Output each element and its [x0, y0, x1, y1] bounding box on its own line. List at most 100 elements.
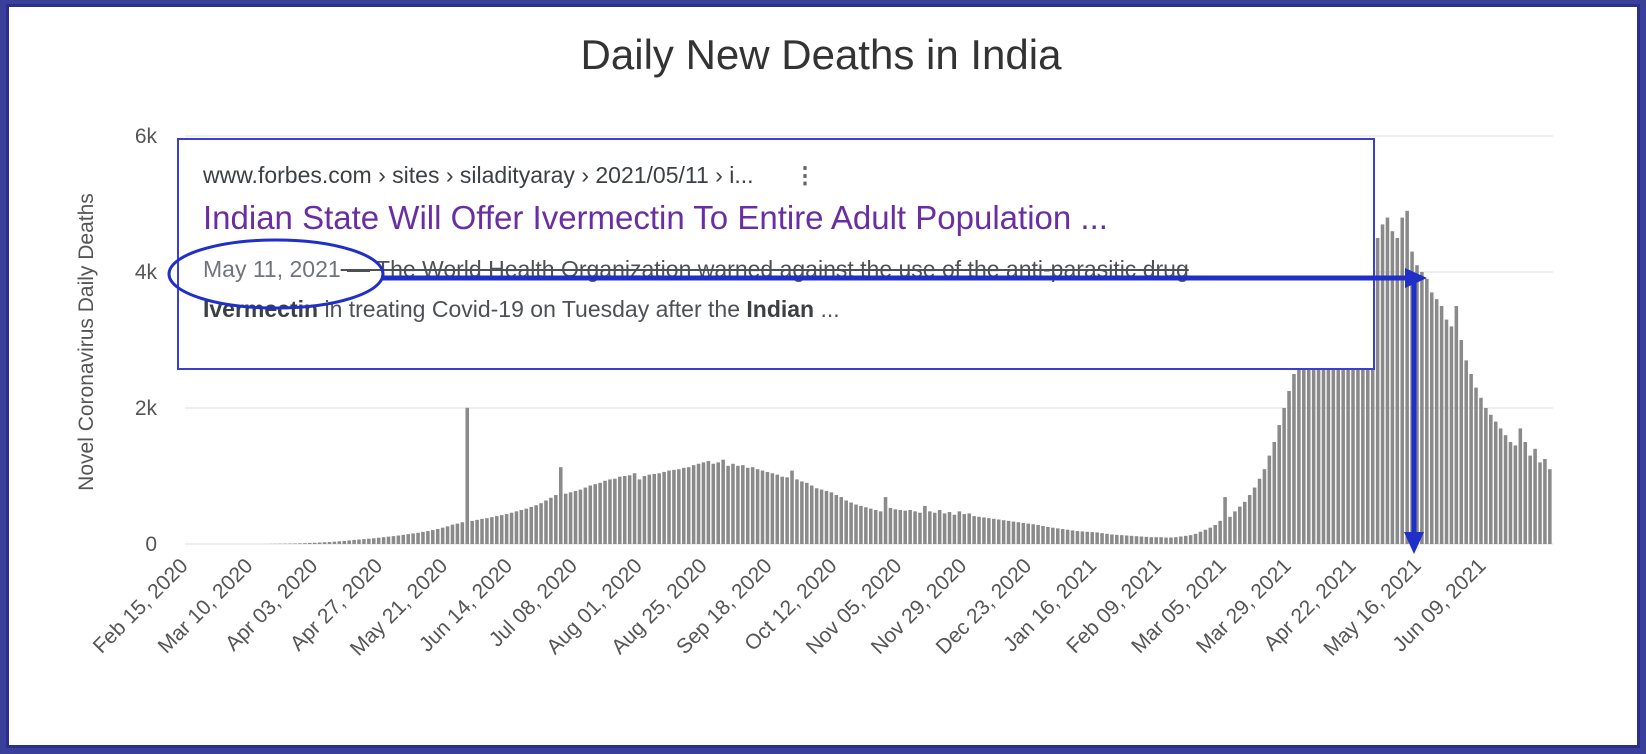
search-result-card[interactable]: www.forbes.com › sites › siladityaray › …	[177, 138, 1375, 370]
bar	[603, 480, 607, 544]
bar	[1366, 224, 1370, 544]
bar	[1493, 421, 1498, 544]
bar	[367, 538, 371, 544]
bar	[834, 495, 839, 544]
bar	[765, 471, 770, 544]
bar	[701, 462, 706, 544]
bar	[859, 505, 863, 544]
bar	[745, 467, 750, 544]
result-url-text[interactable]: www.forbes.com › sites › siladityaray › …	[203, 162, 754, 188]
bar	[1434, 299, 1439, 544]
bar	[583, 487, 588, 544]
bar	[1070, 530, 1075, 544]
bar	[371, 538, 376, 544]
bar	[1370, 231, 1375, 544]
bar	[864, 507, 868, 544]
bar	[731, 463, 735, 544]
bar	[1124, 535, 1129, 544]
bar	[1292, 374, 1296, 544]
chart-frame: Daily New Deaths in India Novel Coronavi…	[6, 4, 1640, 748]
bar	[1548, 469, 1552, 544]
search-result-url[interactable]: www.forbes.com › sites › siladityaray › …	[203, 162, 1373, 189]
bar	[1144, 536, 1149, 544]
bar	[495, 516, 499, 544]
bar	[1410, 251, 1414, 544]
bar	[1326, 278, 1331, 544]
bar	[711, 463, 716, 544]
bar	[750, 467, 755, 544]
bar	[1518, 428, 1523, 544]
bar	[1218, 520, 1222, 544]
y-tick-label: 4k	[135, 261, 158, 284]
bar	[1233, 511, 1237, 544]
bar	[1454, 306, 1459, 544]
bar	[775, 474, 780, 544]
bar	[642, 476, 647, 544]
bar	[1528, 455, 1532, 544]
bar	[755, 469, 760, 544]
bar	[1228, 516, 1232, 544]
y-ticks: 0 2k 4k 6k	[135, 125, 158, 556]
bar	[657, 473, 661, 544]
bar	[411, 533, 415, 544]
bar	[1375, 238, 1380, 544]
bar	[1331, 265, 1336, 544]
bar	[849, 502, 853, 544]
bar	[1149, 537, 1154, 544]
bar	[1390, 231, 1395, 544]
bar	[716, 462, 720, 544]
y-axis-label: Novel Coronavirus Daily Deaths	[75, 193, 98, 491]
y-tick-label: 6k	[135, 125, 158, 148]
bar	[416, 532, 420, 544]
bar	[706, 461, 711, 544]
bar	[475, 519, 479, 544]
bar	[549, 497, 553, 544]
bar	[431, 530, 435, 544]
bar	[509, 512, 514, 544]
bar	[1380, 224, 1385, 544]
bar	[1272, 442, 1277, 544]
bar	[947, 512, 952, 544]
bar	[1036, 524, 1040, 544]
bar	[1336, 258, 1341, 544]
bar	[1055, 528, 1060, 544]
bar	[1075, 531, 1080, 544]
bar	[928, 511, 932, 544]
bar	[1351, 272, 1355, 544]
bar	[308, 542, 312, 544]
bar	[691, 465, 696, 544]
bar	[613, 478, 617, 544]
bar	[352, 539, 356, 544]
bar	[499, 515, 504, 544]
bar	[696, 463, 701, 544]
snippet-middle-text: in treating Covid-19 on Tuesday after th…	[318, 296, 747, 322]
vertical-dots-icon[interactable]: ⋮	[793, 162, 817, 188]
bar	[814, 488, 819, 544]
bar	[470, 520, 474, 544]
bar	[1400, 217, 1404, 544]
bar	[854, 504, 858, 544]
bar	[1139, 536, 1144, 544]
bar	[1523, 442, 1528, 544]
bar	[1193, 533, 1198, 544]
snippet-bold-ivermectin: Ivermectin	[203, 296, 319, 322]
bar	[1498, 428, 1503, 544]
bar	[1183, 535, 1188, 544]
bar	[588, 485, 593, 544]
bar	[1247, 495, 1252, 544]
bar	[381, 537, 386, 544]
bar	[347, 540, 351, 544]
bar	[1110, 534, 1114, 544]
bar	[1459, 340, 1464, 544]
bar	[534, 505, 538, 544]
bar	[1169, 537, 1173, 544]
bar	[1282, 408, 1286, 544]
bar	[1543, 459, 1547, 544]
bar	[1238, 506, 1242, 544]
bar	[1100, 533, 1104, 544]
bar	[903, 510, 907, 544]
bar	[1095, 532, 1099, 544]
bar	[1503, 435, 1508, 544]
bar	[1444, 319, 1449, 544]
search-result-title[interactable]: Indian State Will Offer Ivermectin To En…	[203, 199, 1108, 236]
